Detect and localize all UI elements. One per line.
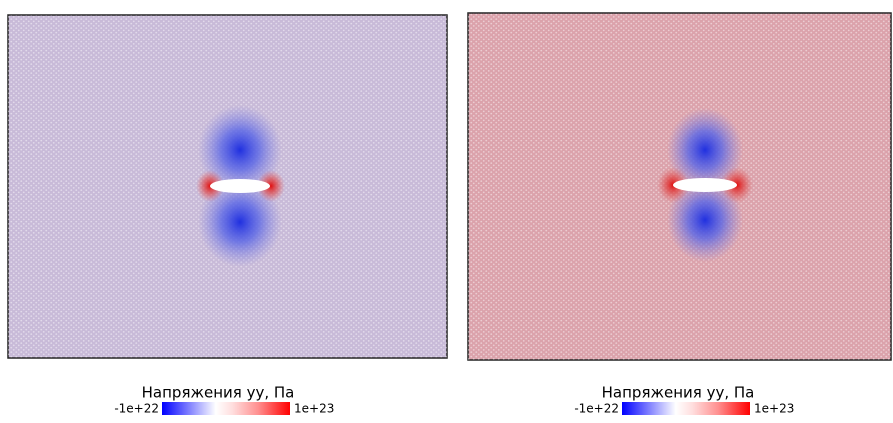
colorbar-title: Напряжения yy, Па xyxy=(602,384,755,402)
colorbar-max: 1e+23 xyxy=(754,402,794,416)
stress-field-right xyxy=(467,12,892,361)
colorbar xyxy=(162,402,290,415)
colorbar-max: 1e+23 xyxy=(294,402,334,416)
colorbar-left: Напряжения yy, Па -1e+22 1e+23 xyxy=(114,384,334,416)
colorbar-min: -1e+22 xyxy=(114,402,159,416)
colorbar-title: Напряжения yy, Па xyxy=(142,384,295,402)
colorbar-right: Напряжения yy, Па -1e+22 1e+23 xyxy=(574,384,794,416)
colorbar xyxy=(622,402,750,415)
stress-field-left xyxy=(7,14,448,359)
colorbar-min: -1e+22 xyxy=(574,402,619,416)
